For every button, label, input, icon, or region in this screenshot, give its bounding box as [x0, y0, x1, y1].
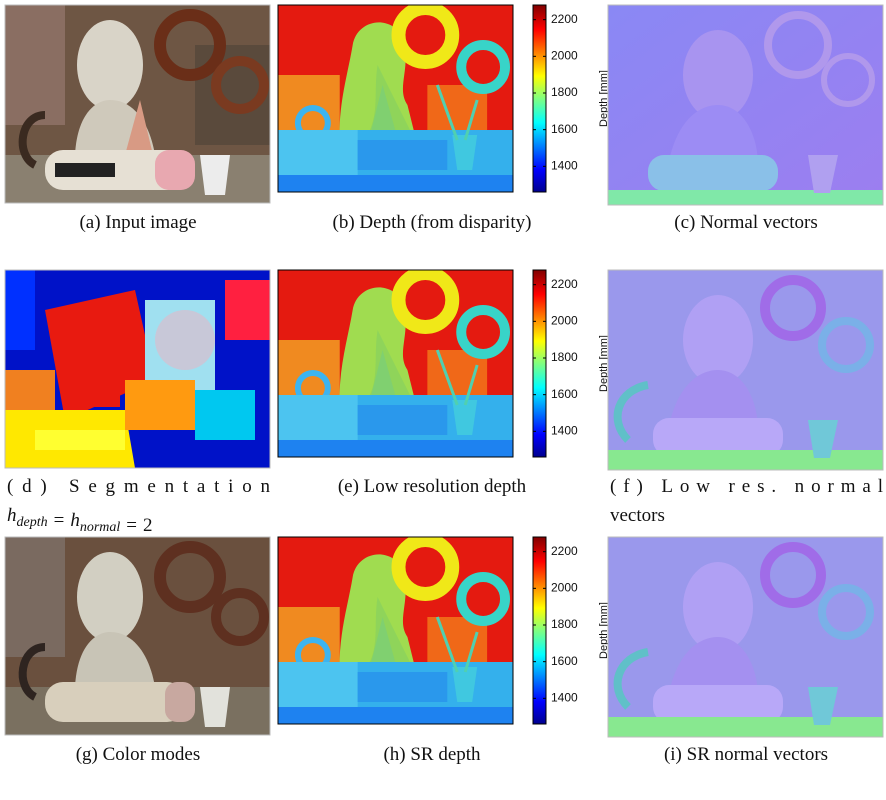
caption: (h) SR depth: [383, 744, 481, 765]
panel-image: [608, 270, 883, 470]
colorbar-tick-label: 1800: [551, 85, 578, 99]
colorbar-tick-label: 1400: [551, 424, 578, 438]
formula-subscript: depth: [17, 515, 48, 530]
formula-symbol: =: [126, 515, 137, 536]
colorbar-tick-label: 2200: [551, 12, 578, 26]
colorbar-tick-label: 1800: [551, 617, 578, 631]
formula-symbol: 2: [143, 515, 153, 536]
panel-image: [278, 5, 513, 192]
page: (a) Input image14001600180020002200Depth…: [0, 0, 886, 800]
formula-subscript: normal: [80, 520, 121, 535]
caption: (g) Color modes: [76, 744, 201, 765]
colorbar-tick-label: 1600: [551, 387, 578, 401]
colorbar-tick-label: 2200: [551, 277, 578, 291]
colorbar-tick-label: 2000: [551, 581, 578, 595]
panel-image: [608, 5, 883, 205]
caption: (i) SR normal vectors: [664, 744, 828, 765]
colorbar-tick-label: 2000: [551, 314, 578, 328]
panel-image: [608, 537, 883, 737]
panel-image: [278, 537, 513, 724]
formula-variable: h: [7, 505, 17, 526]
panel-image: [278, 270, 513, 457]
colorbar-tick-label: 1600: [551, 654, 578, 668]
caption: (e) Low resolution depth: [338, 476, 527, 497]
colorbar-tick-label: 2200: [551, 544, 578, 558]
figure: (a) Input image14001600180020002200Depth…: [0, 0, 886, 800]
colorbar-tick-label: 1600: [551, 122, 578, 136]
caption: (c) Normal vectors: [674, 212, 818, 233]
caption: (d) Segmentation: [7, 476, 271, 497]
formula-symbol: =: [54, 510, 65, 531]
caption: vectors: [610, 505, 665, 526]
colorbar: [533, 5, 546, 192]
colorbar: [533, 537, 546, 724]
colorbar-tick-label: 2000: [551, 49, 578, 63]
colorbar: [533, 270, 546, 457]
panel-image: [5, 270, 270, 468]
colorbar-tick-label: 1400: [551, 159, 578, 173]
caption: (a) Input image: [79, 212, 196, 233]
caption: (f) Low res. normal: [610, 476, 883, 497]
colorbar-tick-label: 1800: [551, 350, 578, 364]
caption: (b) Depth (from disparity): [333, 212, 532, 233]
caption-formula: hdepth=hnormal=2: [7, 505, 153, 536]
colorbar-tick-label: 1400: [551, 691, 578, 705]
panel-image: [5, 5, 270, 203]
formula-variable: h: [70, 510, 80, 531]
panel-image: [5, 537, 270, 735]
